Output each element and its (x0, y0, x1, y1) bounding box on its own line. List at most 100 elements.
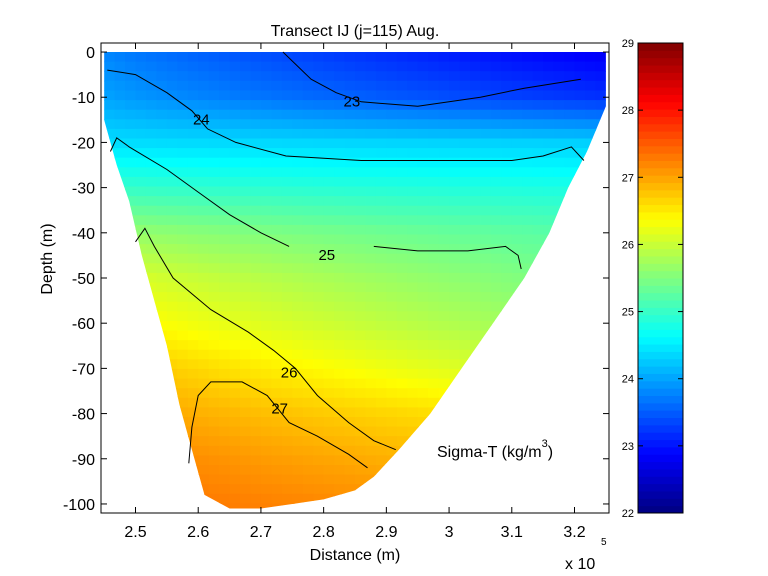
field-cell (428, 215, 440, 226)
field-cell (166, 90, 178, 101)
field-cell (187, 157, 199, 168)
field-cell (323, 465, 335, 476)
field-cell (511, 157, 523, 168)
field-cell (240, 234, 252, 245)
field-cell (543, 61, 555, 72)
field-cell (480, 167, 492, 178)
field-cell (323, 263, 335, 274)
field-cell (490, 90, 502, 101)
field-cell (553, 157, 565, 168)
field-cell (355, 80, 367, 91)
field-cell (313, 455, 325, 466)
field-cell (281, 128, 293, 140)
field-cell (240, 90, 252, 101)
field-cell (449, 148, 461, 159)
field-cell (260, 282, 272, 293)
field-cell (470, 224, 482, 236)
field-cell (166, 253, 178, 264)
field-cell (302, 272, 314, 284)
field-cell (313, 493, 325, 504)
field-cell (386, 52, 398, 63)
field-cell (166, 215, 178, 226)
field-cell (198, 320, 210, 332)
field-cell (229, 417, 241, 428)
field-cell (208, 138, 220, 149)
field-cell (198, 157, 210, 168)
field-cell (187, 119, 199, 130)
field-cell (365, 109, 377, 120)
field-cell (334, 320, 346, 332)
field-cell (250, 272, 262, 284)
field-cell (407, 311, 419, 322)
field-cell (470, 253, 482, 264)
field-cell (208, 493, 220, 504)
field-cell (145, 272, 157, 284)
field-cell (145, 224, 157, 236)
field-cell (250, 244, 262, 255)
field-cell (449, 71, 461, 82)
field-cell (313, 388, 325, 399)
field-cell (198, 196, 210, 207)
field-cell (229, 311, 241, 322)
field-cell (438, 100, 450, 111)
field-cell (145, 167, 157, 178)
field-cell (564, 128, 576, 140)
field-cell (365, 320, 377, 332)
field-cell (386, 397, 398, 408)
field-cell (187, 52, 199, 63)
field-cell (375, 234, 387, 245)
field-cell (114, 119, 126, 130)
field-cell (344, 436, 356, 447)
field-cell (365, 90, 377, 101)
field-cell (490, 138, 502, 149)
field-cell (292, 224, 304, 236)
field-cell (271, 340, 283, 351)
field-cell (313, 90, 325, 101)
field-cell (407, 205, 419, 216)
field-cell (145, 138, 157, 149)
field-cell (532, 109, 544, 120)
field-cell (302, 301, 314, 312)
y-tick-label: -80 (72, 407, 95, 424)
field-cell (428, 368, 440, 380)
field-cell (219, 263, 231, 274)
field-cell (344, 474, 356, 485)
field-cell (240, 503, 252, 509)
field-cell (365, 119, 377, 130)
field-cell (219, 368, 231, 380)
field-cell (177, 292, 189, 303)
field-cell (511, 224, 523, 236)
field-cell (177, 320, 189, 332)
colorbar-tick-label: 25 (622, 307, 634, 319)
field-cell (490, 282, 502, 293)
field-cell (365, 253, 377, 264)
field-cell (522, 263, 534, 274)
field-cell (396, 368, 408, 380)
field-cell (428, 282, 440, 293)
field-cell (292, 436, 304, 447)
field-cell (470, 330, 482, 341)
field-cell (355, 244, 367, 255)
colorbar-band (638, 175, 683, 184)
field-cell (365, 301, 377, 312)
field-cell (271, 186, 283, 197)
field-cell (250, 282, 262, 293)
field-cell (355, 109, 367, 120)
field-cell (281, 71, 293, 82)
field-cell (271, 349, 283, 360)
field-cell (344, 484, 356, 495)
field-cell (355, 234, 367, 245)
field-cell (428, 340, 440, 351)
field-cell (355, 378, 367, 389)
field-cell (166, 244, 178, 255)
field-cell (386, 186, 398, 197)
field-cell (355, 455, 367, 466)
field-cell (417, 253, 429, 264)
field-cell (428, 272, 440, 284)
field-cell (145, 186, 157, 197)
field-cell (574, 138, 586, 149)
field-cell (281, 176, 293, 188)
field-cell (187, 176, 199, 188)
field-cell (250, 474, 262, 485)
field-cell (365, 61, 377, 72)
